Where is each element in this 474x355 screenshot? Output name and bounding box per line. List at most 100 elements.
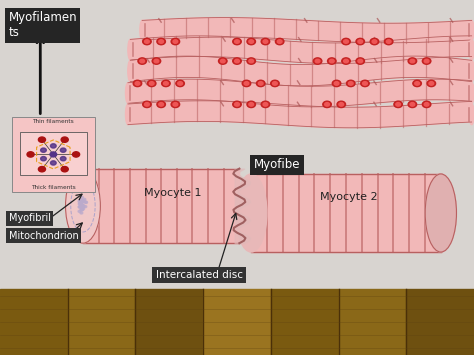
Circle shape bbox=[27, 152, 34, 157]
Ellipse shape bbox=[469, 39, 474, 60]
Circle shape bbox=[328, 58, 336, 64]
Circle shape bbox=[84, 201, 87, 203]
Circle shape bbox=[358, 40, 363, 43]
Ellipse shape bbox=[469, 20, 474, 40]
Circle shape bbox=[363, 82, 367, 85]
Circle shape bbox=[152, 58, 161, 64]
Circle shape bbox=[78, 206, 81, 208]
Circle shape bbox=[80, 202, 83, 204]
Circle shape bbox=[247, 38, 255, 45]
Circle shape bbox=[81, 209, 83, 211]
Circle shape bbox=[81, 200, 84, 202]
Circle shape bbox=[408, 101, 417, 108]
Ellipse shape bbox=[126, 83, 130, 103]
Circle shape bbox=[178, 82, 182, 85]
Circle shape bbox=[38, 166, 46, 172]
Circle shape bbox=[247, 101, 255, 108]
Circle shape bbox=[79, 199, 82, 201]
Circle shape bbox=[50, 152, 56, 157]
Circle shape bbox=[82, 200, 85, 202]
Circle shape bbox=[344, 40, 348, 43]
Ellipse shape bbox=[236, 174, 267, 252]
Circle shape bbox=[235, 40, 239, 43]
Circle shape bbox=[143, 38, 151, 45]
Circle shape bbox=[396, 103, 401, 106]
Circle shape bbox=[82, 201, 85, 203]
Circle shape bbox=[143, 101, 151, 108]
Circle shape bbox=[80, 203, 82, 205]
Circle shape bbox=[334, 82, 339, 85]
Circle shape bbox=[157, 38, 165, 45]
Text: Myofibe: Myofibe bbox=[254, 158, 300, 171]
Circle shape bbox=[83, 198, 86, 201]
Circle shape bbox=[348, 82, 353, 85]
Polygon shape bbox=[142, 18, 472, 43]
Bar bbox=[203, 289, 271, 355]
Circle shape bbox=[356, 38, 365, 45]
Circle shape bbox=[233, 38, 241, 45]
Bar bbox=[0, 289, 68, 355]
Circle shape bbox=[424, 59, 429, 63]
Circle shape bbox=[429, 82, 434, 85]
Polygon shape bbox=[128, 101, 472, 128]
Circle shape bbox=[370, 38, 379, 45]
Circle shape bbox=[173, 40, 178, 43]
Bar bbox=[83, 169, 239, 243]
Circle shape bbox=[263, 103, 268, 106]
Circle shape bbox=[82, 200, 85, 202]
Circle shape bbox=[249, 59, 254, 63]
Circle shape bbox=[329, 59, 334, 63]
Circle shape bbox=[323, 101, 331, 108]
Circle shape bbox=[422, 58, 431, 64]
Ellipse shape bbox=[65, 169, 100, 243]
Circle shape bbox=[339, 103, 344, 106]
Bar bbox=[0, 0, 474, 293]
Circle shape bbox=[140, 59, 145, 63]
Circle shape bbox=[80, 212, 83, 214]
Circle shape bbox=[219, 58, 227, 64]
Circle shape bbox=[273, 82, 277, 85]
Polygon shape bbox=[128, 79, 472, 107]
Circle shape bbox=[82, 205, 84, 207]
Circle shape bbox=[138, 58, 146, 64]
Circle shape bbox=[233, 101, 241, 108]
Circle shape bbox=[81, 208, 83, 210]
Circle shape bbox=[344, 59, 348, 63]
Circle shape bbox=[135, 82, 140, 85]
Circle shape bbox=[157, 101, 165, 108]
Circle shape bbox=[81, 196, 83, 198]
Circle shape bbox=[82, 208, 84, 210]
Circle shape bbox=[247, 58, 255, 64]
Circle shape bbox=[394, 101, 402, 108]
Polygon shape bbox=[130, 56, 472, 86]
Bar bbox=[271, 289, 338, 355]
Circle shape bbox=[249, 40, 254, 43]
Bar bbox=[68, 289, 136, 355]
Text: Mitochondrion: Mitochondrion bbox=[9, 231, 78, 241]
Circle shape bbox=[60, 157, 66, 161]
Circle shape bbox=[38, 137, 46, 142]
Circle shape bbox=[346, 80, 355, 87]
Circle shape bbox=[315, 59, 320, 63]
Circle shape bbox=[235, 103, 239, 106]
Ellipse shape bbox=[469, 104, 474, 125]
Circle shape bbox=[41, 157, 46, 161]
Text: Myocyte 1: Myocyte 1 bbox=[144, 189, 202, 198]
Circle shape bbox=[164, 82, 168, 85]
Text: Thin filaments: Thin filaments bbox=[32, 119, 74, 124]
Circle shape bbox=[81, 205, 84, 207]
Circle shape bbox=[249, 103, 254, 106]
Text: Myofibril: Myofibril bbox=[9, 213, 51, 223]
Circle shape bbox=[171, 38, 180, 45]
Bar bbox=[20, 132, 86, 175]
Ellipse shape bbox=[469, 83, 474, 103]
Circle shape bbox=[413, 80, 421, 87]
Circle shape bbox=[332, 80, 341, 87]
Circle shape bbox=[372, 40, 377, 43]
Circle shape bbox=[325, 103, 329, 106]
Circle shape bbox=[78, 206, 81, 208]
Circle shape bbox=[261, 101, 270, 108]
Circle shape bbox=[235, 59, 239, 63]
Bar bbox=[251, 174, 441, 252]
Circle shape bbox=[159, 40, 164, 43]
